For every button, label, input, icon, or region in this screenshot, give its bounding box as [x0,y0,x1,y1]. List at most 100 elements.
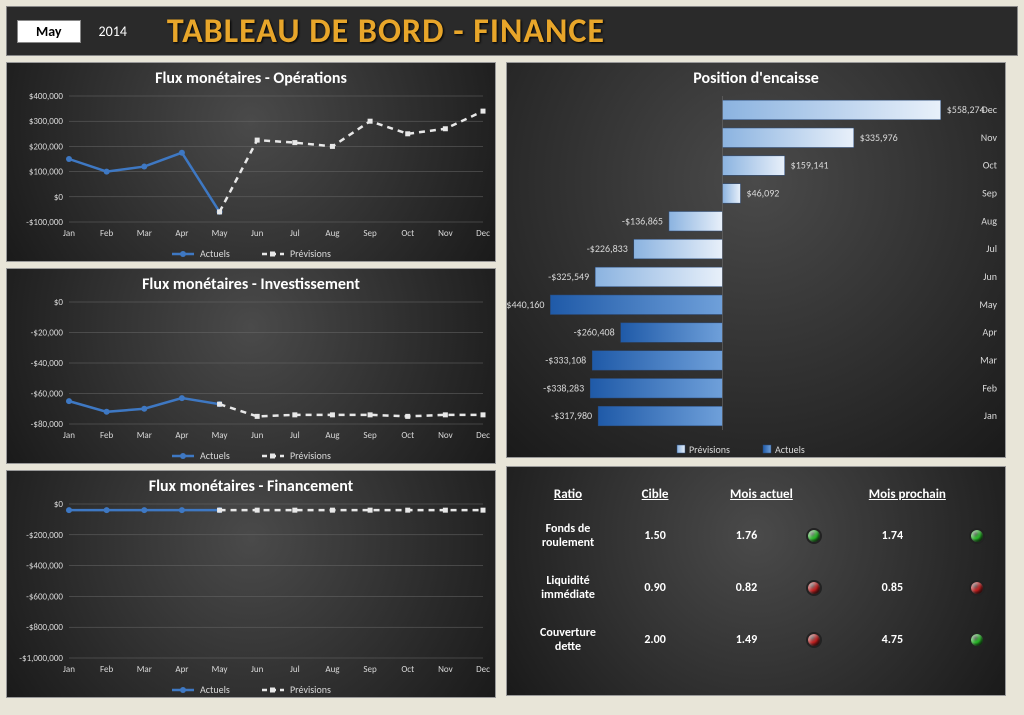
svg-text:Nov: Nov [438,228,453,239]
chart-cash-position-title: Position d'encaisse [507,63,1005,88]
svg-text:-$317,980: -$317,980 [551,409,592,422]
svg-text:-$600,000: -$600,000 [26,591,63,602]
ratio-name: Fonds de roulement [523,510,613,562]
ratio-current: 0.82 [697,562,796,614]
svg-text:Mar: Mar [137,228,152,239]
svg-text:Oct: Oct [401,430,414,441]
dashboard-page: May 2014 TABLEAU DE BORD - FINANCE Flux … [0,0,1024,715]
ratio-target: 0.90 [613,562,697,614]
svg-text:Jan: Jan [63,228,75,239]
svg-text:Apr: Apr [175,664,188,675]
svg-text:Jun: Jun [983,270,997,283]
svg-text:-$800,000: -$800,000 [26,622,63,633]
status-led-icon [806,580,822,596]
svg-text:$400,000: $400,000 [29,91,64,102]
ratio-name: Liquidité immédiate [523,562,613,614]
svg-text:Aug: Aug [325,430,340,441]
ratio-row: Liquidité immédiate 0.90 0.82 0.85 [523,562,989,614]
ratio-row: Fonds de roulement 1.50 1.76 1.74 [523,510,989,562]
svg-text:$0: $0 [54,499,64,510]
svg-text:Nov: Nov [438,430,453,441]
chart-operations-title: Flux monétaires - Opérations [7,63,495,88]
chart-financing: Flux monétaires - Financement -$1,000,00… [6,470,496,698]
svg-text:Sep: Sep [982,186,997,199]
chart-invest: Flux monétaires - Investissement -$80,00… [6,268,496,464]
ratio-next: 1.74 [826,510,959,562]
svg-text:$159,141: $159,141 [791,159,829,172]
ratio-next: 4.75 [826,614,959,666]
svg-text:Jan: Jan [63,664,75,675]
svg-text:Prévisions: Prévisions [290,247,331,260]
svg-text:Jul: Jul [290,430,300,441]
col-target: Cible [613,479,697,510]
chart-cash-position: Position d'encaisse $558,274Dec$335,976N… [506,62,1006,458]
header-bar: May 2014 TABLEAU DE BORD - FINANCE [6,6,1018,56]
ratio-target: 2.00 [613,614,697,666]
svg-text:-$136,865: -$136,865 [622,214,663,227]
svg-text:Jul: Jul [290,664,300,675]
svg-text:Dec: Dec [476,664,490,675]
col-next: Mois prochain [826,479,989,510]
svg-text:Nov: Nov [981,131,998,144]
status-led-icon [806,528,822,544]
svg-text:-$100,000: -$100,000 [26,217,63,228]
svg-text:Apr: Apr [175,228,188,239]
status-led-icon [969,632,985,648]
svg-text:Mar: Mar [137,430,152,441]
svg-text:Jun: Jun [251,664,264,675]
svg-text:Jun: Jun [251,228,264,239]
svg-text:Nov: Nov [438,664,453,675]
svg-text:-$325,549: -$325,549 [548,270,589,283]
svg-text:Sep: Sep [363,228,377,239]
svg-text:$0: $0 [54,297,64,308]
svg-text:-$200,000: -$200,000 [26,530,63,541]
svg-text:Prévisions: Prévisions [290,683,331,696]
svg-text:May: May [212,664,229,675]
month-selector[interactable]: May [17,20,81,43]
svg-text:Dec: Dec [476,430,490,441]
col-ratio: Ratio [523,479,613,510]
svg-text:Apr: Apr [982,326,997,339]
svg-text:Aug: Aug [325,664,340,675]
svg-text:Jul: Jul [986,242,997,255]
svg-text:May: May [212,228,229,239]
svg-text:Dec: Dec [476,228,490,239]
svg-text:Actuels: Actuels [200,247,230,260]
status-led-icon [969,580,985,596]
col-current: Mois actuel [697,479,826,510]
svg-text:Mar: Mar [137,664,152,675]
svg-text:$100,000: $100,000 [29,167,64,178]
chart-financing-title: Flux monétaires - Financement [7,471,495,496]
svg-text:Aug: Aug [981,214,997,227]
svg-text:Jan: Jan [63,430,75,441]
status-led-icon [969,528,985,544]
ratio-next: 0.85 [826,562,959,614]
ratio-table: Ratio Cible Mois actuel Mois prochain Fo… [506,466,1006,696]
svg-text:-$440,160: -$440,160 [507,298,544,311]
svg-text:Prévisions: Prévisions [689,443,730,456]
ratio-row: Couverture dette 2.00 1.49 4.75 [523,614,989,666]
svg-text:Feb: Feb [982,381,997,394]
svg-text:Jul: Jul [290,228,300,239]
ratio-current: 1.76 [697,510,796,562]
svg-text:-$80,000: -$80,000 [31,419,64,430]
svg-text:$0: $0 [54,192,64,203]
svg-text:-$1,000,000: -$1,000,000 [19,653,63,664]
svg-text:-$333,108: -$333,108 [545,353,586,366]
svg-text:Feb: Feb [100,430,113,441]
svg-text:Oct: Oct [983,159,998,172]
svg-text:-$400,000: -$400,000 [26,561,63,572]
svg-text:Actuels: Actuels [200,449,230,462]
svg-text:-$40,000: -$40,000 [31,358,64,369]
svg-text:Aug: Aug [325,228,340,239]
svg-text:$335,976: $335,976 [860,131,898,144]
svg-text:-$20,000: -$20,000 [31,328,64,339]
svg-text:Feb: Feb [100,228,113,239]
svg-text:$46,092: $46,092 [746,186,779,199]
svg-text:-$60,000: -$60,000 [31,389,64,400]
svg-text:Prévisions: Prévisions [290,449,331,462]
svg-text:-$226,833: -$226,833 [587,242,628,255]
svg-text:Oct: Oct [401,664,414,675]
chart-invest-title: Flux monétaires - Investissement [7,269,495,294]
svg-text:Jan: Jan [984,409,997,422]
